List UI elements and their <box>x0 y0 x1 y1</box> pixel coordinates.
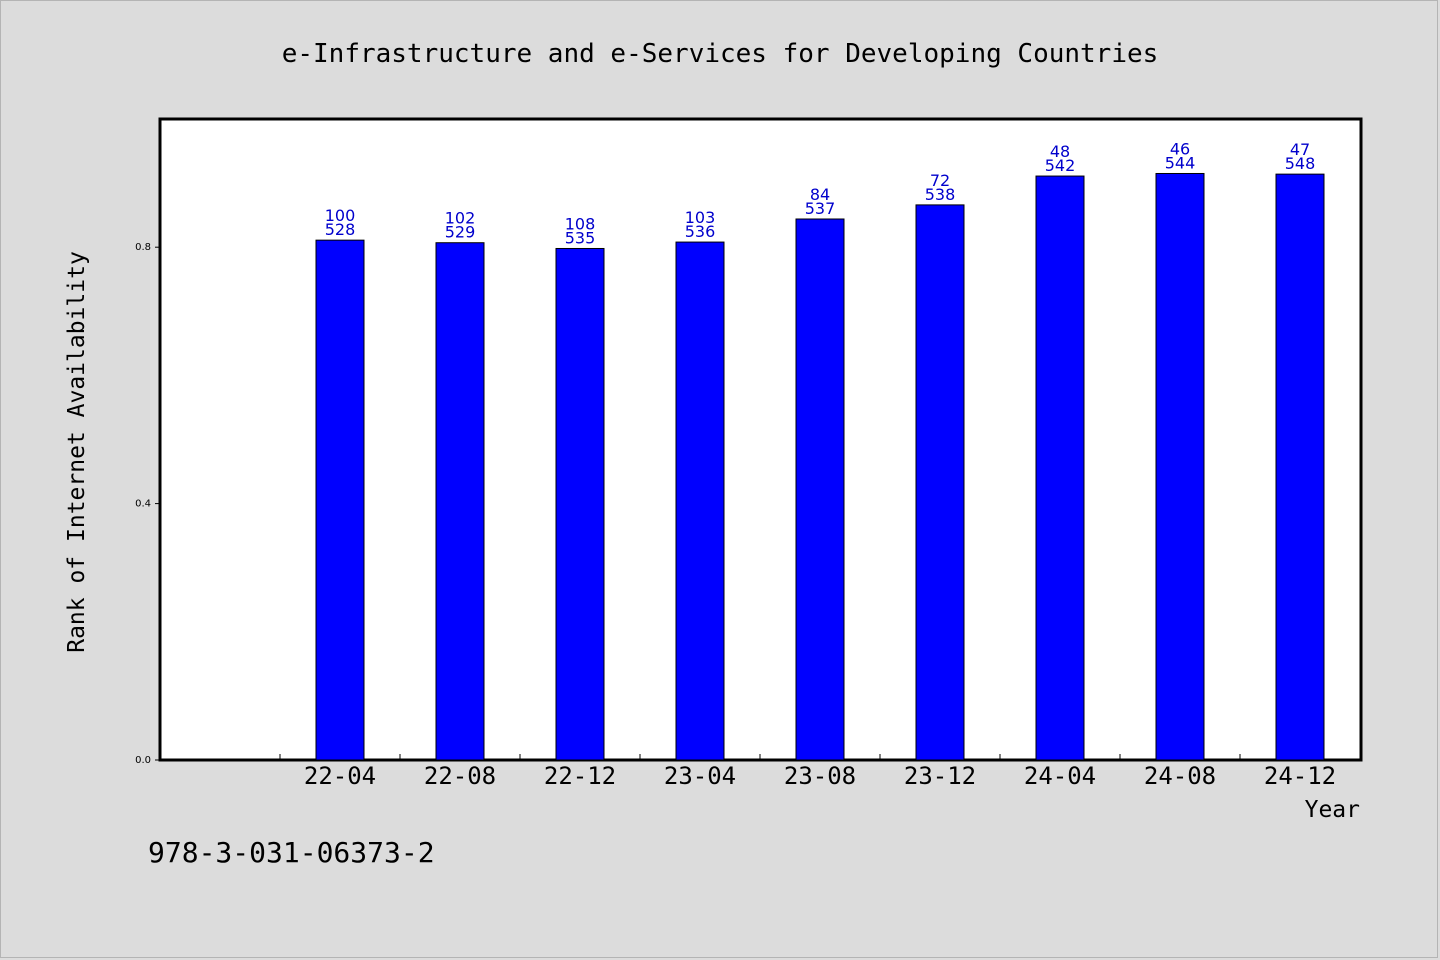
bar <box>555 247 605 761</box>
x-tick-label: 23-12 <box>904 762 976 790</box>
y-tick-label: 0.4 <box>135 499 151 510</box>
x-axis-label: Year <box>1305 797 1360 823</box>
bar-total-label: 537 <box>805 199 836 218</box>
bar-rank-label: 46 <box>1170 139 1190 158</box>
bar <box>1275 173 1325 761</box>
bar-rank-label: 103 <box>685 208 716 227</box>
bar-total-label: 536 <box>685 222 716 241</box>
x-tick-label: 22-08 <box>424 762 496 790</box>
bar <box>915 204 965 761</box>
bar-rank-label: 100 <box>325 206 356 225</box>
x-tick-label: 23-04 <box>664 762 736 790</box>
x-ticks-group: 22-04 22-08 22-12 23-04 23-08 23-12 24-04 24-08… <box>279 754 1361 790</box>
bar <box>1155 172 1205 761</box>
bar-rank-label: 84 <box>810 185 830 204</box>
bar-total-label: 544 <box>1165 153 1196 172</box>
bar-rank-label: 108 <box>565 214 596 233</box>
bar-total-label: 529 <box>445 223 476 242</box>
bar <box>675 241 725 761</box>
y-ticks-group: 0.0 0.4 0.8 <box>135 242 160 766</box>
x-tick-label: 23-08 <box>784 762 856 790</box>
chart-title: e-Infrastructure and e-Services for Deve… <box>282 39 1159 69</box>
x-tick-label: 22-12 <box>544 762 616 790</box>
x-tick-label: 22-04 <box>304 762 376 790</box>
y-tick-label: 0.8 <box>135 242 151 253</box>
bar-rank-label: 102 <box>445 209 476 228</box>
bar-total-label: 542 <box>1045 156 1076 175</box>
y-tick-label: 0.0 <box>135 755 151 766</box>
x-tick-label: 24-04 <box>1024 762 1096 790</box>
bar-total-label: 535 <box>565 228 596 247</box>
x-tick-label: 24-12 <box>1264 762 1336 790</box>
x-tick-label: 24-08 <box>1144 762 1216 790</box>
bar-total-label: 548 <box>1285 154 1316 173</box>
bar-total-label: 528 <box>325 220 356 239</box>
y-axis-label: Rank of Internet Availability <box>64 251 90 653</box>
bar <box>1035 175 1085 761</box>
bar-rank-label: 72 <box>930 171 950 190</box>
bar <box>795 218 845 761</box>
bar <box>435 242 485 761</box>
bar <box>315 239 365 761</box>
bar-total-label: 538 <box>925 185 956 204</box>
isbn-footer: 978-3-031-06373-2 <box>148 836 435 869</box>
bar-rank-label: 47 <box>1290 140 1310 159</box>
bar-rank-label: 48 <box>1050 142 1070 161</box>
